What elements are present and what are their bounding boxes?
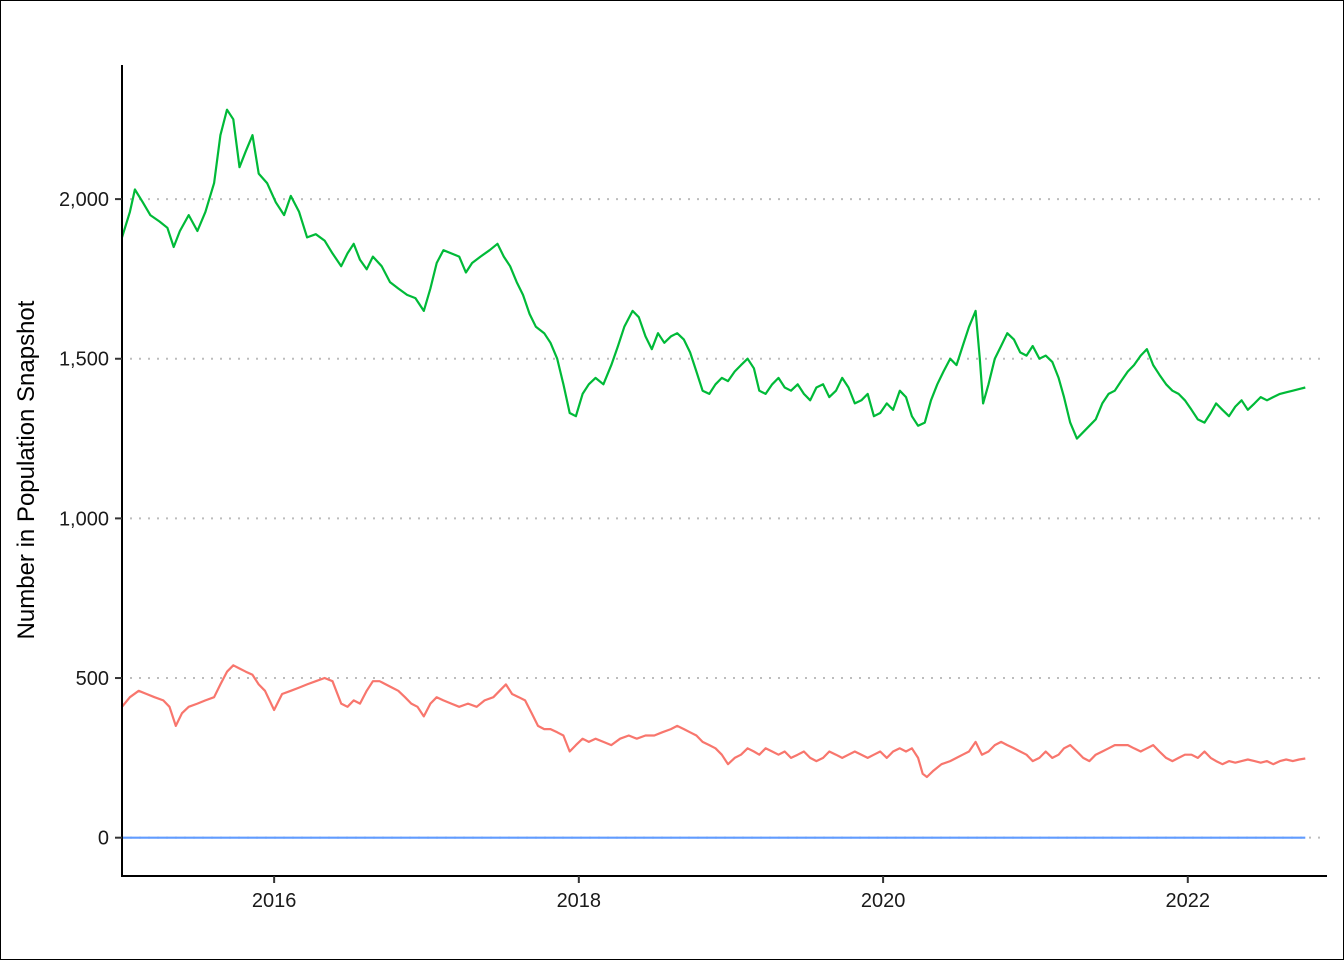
series-layer bbox=[120, 108, 1306, 839]
y-tick-label: 0 bbox=[98, 828, 109, 850]
x-tick-label: 2020 bbox=[861, 890, 906, 912]
y-tick-label: 2,000 bbox=[59, 189, 109, 211]
series-line-0 bbox=[120, 108, 1306, 440]
y-tick-label: 500 bbox=[76, 668, 109, 690]
y-tick-label: 1,000 bbox=[59, 508, 109, 530]
y-axis-title: Number in Population Snapshot bbox=[13, 300, 40, 639]
x-ticks: 2016 2018 2020 2022 bbox=[252, 876, 1210, 912]
series-line-1 bbox=[121, 664, 1306, 779]
x-tick-label: 2018 bbox=[557, 890, 602, 912]
y-tick-label: 1,500 bbox=[59, 349, 109, 371]
y-ticks: 0 500 1,000 1,500 2,000 bbox=[59, 189, 122, 850]
gridlines bbox=[130, 198, 1327, 839]
x-tick-label: 2022 bbox=[1166, 890, 1211, 912]
x-tick-label: 2016 bbox=[252, 890, 297, 912]
